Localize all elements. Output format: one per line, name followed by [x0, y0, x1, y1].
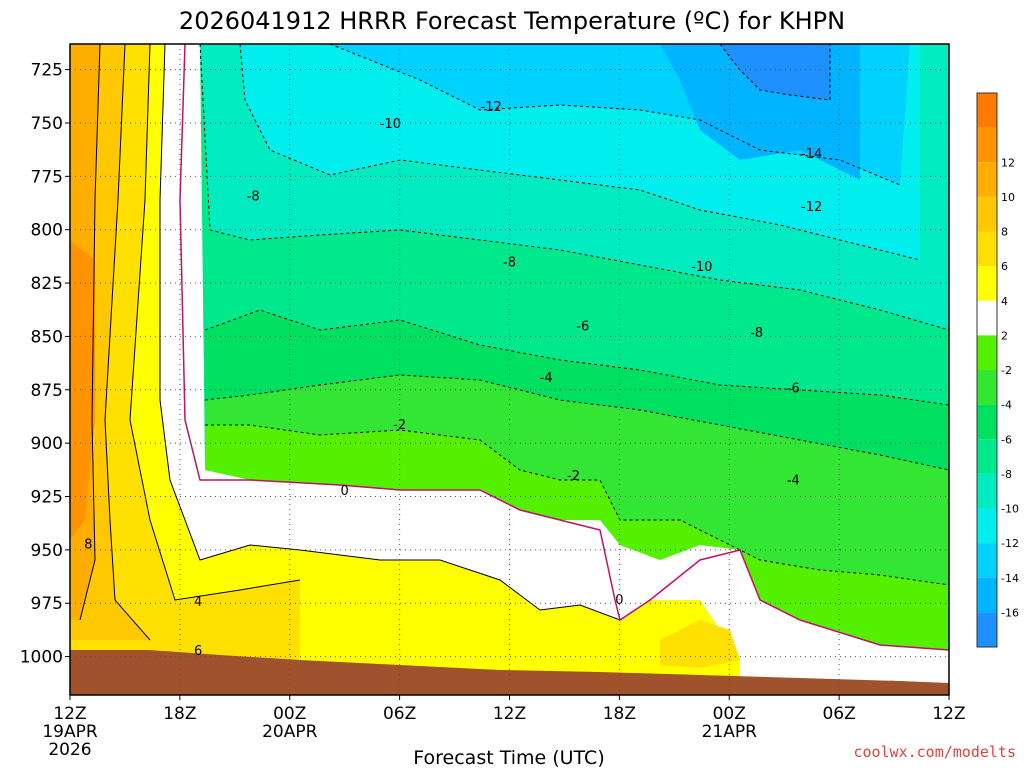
colorbar-swatch [977, 93, 997, 128]
y-tick-label: 800 [31, 221, 63, 241]
x-tick-label: 06Z [822, 704, 855, 724]
colorbar-tick-label: 2 [1001, 329, 1008, 342]
fill-band-plus6 [70, 44, 300, 660]
colorbar-swatch [977, 127, 997, 163]
x-tick-label: 06Z [383, 704, 416, 724]
colorbar-swatch [977, 196, 997, 232]
colorbar-swatch [977, 370, 997, 405]
colorbar-swatch [977, 439, 997, 474]
contour-label: -8 [247, 190, 260, 205]
colorbar-swatch [977, 335, 997, 370]
contour-label: -6 [576, 320, 589, 335]
fill-small-warm-patch [660, 620, 740, 668]
contour-label: -12 [481, 100, 502, 115]
contour-label: -14 [801, 147, 822, 162]
colorbar-tick-label: -14 [1001, 572, 1019, 585]
contour-label: 0 [615, 593, 623, 608]
fill-band-minus6 [205, 310, 949, 470]
x-tick-label: 18Z [163, 704, 196, 724]
colorbar-tick-label: -8 [1001, 468, 1012, 481]
contour-label: 0 [341, 484, 349, 499]
contour-label: -8 [750, 326, 763, 341]
chart-title: 2026041912 HRRR Forecast Temperature (ºC… [179, 7, 845, 35]
colorbar-tick-label: -10 [1001, 503, 1019, 516]
fill-band-minus18 [720, 44, 830, 100]
colorbar-swatch [977, 543, 997, 578]
y-tick-label: 950 [31, 541, 63, 561]
x-tick-label: 19APR [42, 722, 98, 742]
x-tick-label: 00Z [713, 704, 746, 724]
colorbar-tick-label: 12 [1001, 156, 1015, 169]
colorbar-swatch [977, 231, 997, 267]
contour-label: -2 [567, 469, 580, 484]
contour-label: -2 [393, 418, 406, 433]
colorbar-swatch [977, 404, 997, 440]
contour-label: -4 [787, 473, 800, 488]
contour-label: -12 [801, 200, 822, 215]
x-tick-label: 12Z [493, 704, 526, 724]
y-tick-label: 975 [31, 594, 63, 614]
colorbar-tick-label: 8 [1001, 226, 1008, 239]
colorbar-swatch [977, 162, 997, 197]
fill-band-minus2 [205, 425, 949, 650]
y-tick-label: 775 [31, 167, 63, 187]
x-tick-label: 12Z [53, 704, 86, 724]
colorbar-tick-label: 6 [1001, 260, 1008, 273]
y-tick-label: 725 [31, 61, 63, 81]
grid-lines [70, 44, 949, 695]
colorbar-tick-label: 4 [1001, 295, 1008, 308]
x-tick-label: 00Z [273, 704, 306, 724]
colorbar-swatch [977, 577, 997, 613]
colorbar-tick-label: 10 [1001, 191, 1015, 204]
fill-band-plus12 [70, 240, 95, 540]
y-tick-label: 875 [31, 381, 63, 401]
contour-label: -8 [503, 256, 516, 271]
colorbar-tick-label: -2 [1001, 364, 1012, 377]
colorbar-tick-label: -6 [1001, 433, 1012, 446]
ground-surface [70, 650, 949, 695]
credit-text: coolwx.com/modelts [853, 743, 1016, 761]
contour-label: -10 [691, 260, 712, 275]
x-tick-label: 20APR [262, 722, 318, 742]
negative-contours [199, 44, 949, 586]
colorbar-tick-label: -4 [1001, 399, 1012, 412]
contour-label: 6 [194, 644, 202, 659]
colorbar: -16 -14 -12 -10 -8 -6 -4 -2 2 4 6 8 10 12 [976, 92, 1019, 648]
y-tick-label: 900 [31, 434, 63, 454]
y-tick-label: 925 [31, 487, 63, 507]
colorbar-tick-label: -16 [1001, 606, 1019, 619]
colorbar-swatch [977, 508, 997, 544]
colorbar-swatch [977, 473, 997, 509]
x-tick-label: 21APR [702, 722, 758, 742]
contour-label: -10 [380, 117, 401, 132]
contour-label: 4 [194, 595, 202, 610]
y-tick-label: 825 [31, 274, 63, 294]
x-tick-label: 2026 [48, 740, 91, 760]
zero-contour [179, 44, 949, 651]
colorbar-swatch [977, 266, 997, 301]
y-tick-label: 850 [31, 327, 63, 347]
contour-label: -6 [787, 382, 800, 397]
colorbar-frame [976, 92, 998, 648]
y-axis-ticks: 725 750 775 800 825 850 875 900 925 950 975 1000 [20, 61, 70, 668]
x-axis-label: Forecast Time (UTC) [413, 747, 604, 768]
contour-labels: -12 -10 -14 -8 -12 -8 -10 -6 -8 -4 -6 -2 -2 -4 0 8 0 4 6 [84, 100, 822, 659]
contour-label: 8 [84, 537, 92, 552]
colorbar-tick-label: -12 [1001, 537, 1019, 550]
x-tick-label: 18Z [603, 704, 636, 724]
plot-area: -12 -10 -14 -8 -12 -8 -10 -6 -8 -4 -6 -2 -2 -4 0 8 0 4 6 [69, 43, 950, 696]
contour-label: -4 [540, 371, 553, 386]
y-tick-label: 1000 [20, 648, 63, 668]
x-tick-label: 12Z [932, 704, 965, 724]
fill-band-zero [160, 44, 949, 695]
colorbar-swatch [977, 300, 997, 336]
y-tick-label: 750 [31, 114, 63, 134]
colorbar-swatch [977, 612, 997, 647]
